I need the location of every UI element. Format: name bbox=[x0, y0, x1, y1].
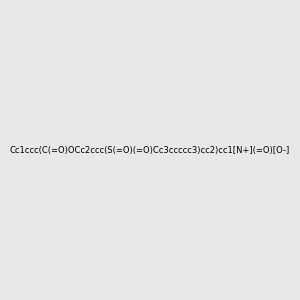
Text: Cc1ccc(C(=O)OCc2ccc(S(=O)(=O)Cc3ccccc3)cc2)cc1[N+](=O)[O-]: Cc1ccc(C(=O)OCc2ccc(S(=O)(=O)Cc3ccccc3)c… bbox=[10, 146, 290, 154]
